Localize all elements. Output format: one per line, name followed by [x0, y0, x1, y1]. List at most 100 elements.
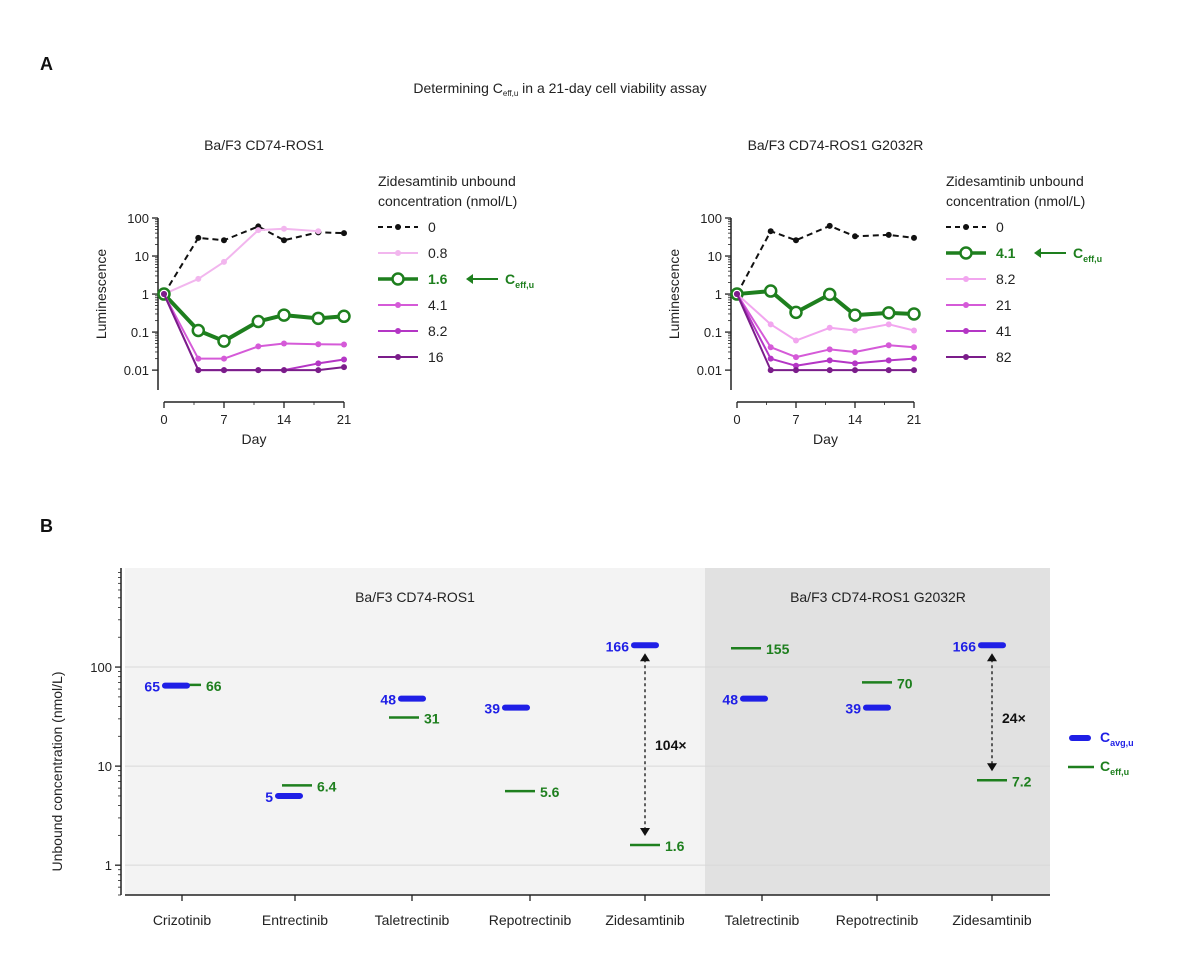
ceff-value: 70 — [897, 675, 913, 691]
data-point — [885, 231, 892, 238]
legend-label: 41 — [996, 323, 1012, 339]
data-point — [281, 225, 287, 232]
legend-label-ceff: Ceff,u — [1100, 758, 1129, 777]
data-point — [911, 327, 917, 334]
data-point — [315, 360, 322, 367]
data-point — [822, 287, 837, 302]
series-line-0 — [163, 225, 345, 295]
fold-arrowhead-up — [987, 653, 997, 662]
legend-label: 0 — [996, 219, 1004, 235]
category-label: Crizotinib — [153, 912, 212, 928]
y-tick-label: 0.01 — [697, 363, 722, 378]
data-point — [767, 321, 774, 328]
x-axis-label: Day — [242, 431, 267, 447]
data-point — [195, 367, 202, 374]
x-tick-label: 0 — [733, 412, 740, 427]
data-point — [789, 305, 803, 320]
data-point — [885, 367, 892, 374]
legend-label: 8.2 — [996, 271, 1016, 287]
data-point — [191, 323, 206, 338]
cavg-value: 166 — [953, 638, 977, 654]
legend-label-cavg: Cavg,u — [1100, 729, 1134, 748]
legend-label: 4.1 — [996, 245, 1016, 261]
legend-label: 1.6 — [428, 271, 448, 287]
group-panel-left — [125, 568, 705, 895]
legend-label: 8.2 — [428, 323, 448, 339]
y-tick-label: 10 — [708, 249, 722, 264]
category-label: Entrectinib — [262, 912, 328, 928]
data-point — [341, 356, 347, 363]
cavg-value: 166 — [606, 638, 630, 654]
chart-title: Ba/F3 CD74-ROS1 — [204, 137, 324, 153]
legend-item-21: 21 — [946, 297, 1012, 313]
data-point — [885, 321, 892, 328]
group-panel-right — [705, 568, 1050, 895]
legend-title: concentration (nmol/L) — [378, 193, 517, 209]
legend-title: Zidesamtinib unbound — [378, 173, 516, 189]
y-tick-label: 100 — [90, 660, 112, 675]
chart-b: Ba/F3 CD74-ROS1 Ba/F3 CD74-ROS1 G2032R 100… — [49, 568, 1134, 928]
legend-label: 21 — [996, 297, 1012, 313]
data-point — [337, 309, 351, 324]
ceff-annotation: Ceff,u — [505, 271, 534, 290]
legend-item-0.8: 0.8 — [378, 245, 448, 261]
legend-item-4.1: 4.1 Ceff,u — [946, 245, 1102, 264]
data-point — [195, 275, 202, 282]
group-label-2: Ba/F3 CD74-ROS1 G2032R — [790, 589, 966, 605]
legend-item-4.1: 4.1 — [378, 297, 448, 313]
x-tick-label: 14 — [277, 412, 291, 427]
category-label: Zidesamtinib — [605, 912, 685, 928]
data-point — [911, 355, 917, 362]
legend-title: Zidesamtinib unbound — [946, 173, 1084, 189]
data-point — [852, 367, 858, 374]
x-tick-label: 14 — [848, 412, 862, 427]
ceff-arrowhead — [466, 274, 473, 284]
data-point — [848, 308, 862, 322]
panel-b-label: B — [40, 516, 53, 536]
y-tick-label: 1 — [142, 287, 149, 302]
category-label: Repotrectinib — [836, 912, 919, 928]
y-tick-label: 10 — [135, 249, 149, 264]
data-point — [195, 355, 202, 362]
chart-title: Ba/F3 CD74-ROS1 G2032R — [748, 137, 924, 153]
x-axis-label: Day — [813, 431, 838, 447]
cavg-value: 48 — [380, 692, 396, 708]
legend-item-41: 41 — [946, 323, 1012, 339]
chart-a1: Ba/F3 CD74-ROS1 100 10 1 0.1 0.01 0 7 14 21 Day Lum… — [93, 137, 534, 447]
data-point — [767, 344, 774, 351]
legend-label: 0.8 — [428, 245, 448, 261]
y-tick-label: 0.1 — [131, 325, 149, 340]
y-tick-label: 100 — [700, 211, 722, 226]
y-tick-label: 0.1 — [704, 325, 722, 340]
x-tick-label: 7 — [792, 412, 799, 427]
data-point — [255, 227, 262, 234]
data-point — [767, 355, 774, 362]
data-point — [911, 367, 917, 374]
data-point — [907, 307, 921, 321]
data-point — [281, 367, 287, 374]
data-point — [852, 360, 858, 367]
legend-marker — [395, 250, 401, 256]
ceff-arrowhead — [1034, 248, 1041, 258]
data-point — [341, 341, 347, 348]
data-point — [341, 364, 347, 371]
data-point — [281, 340, 287, 347]
y-axis-label: Unbound concentration (nmol/L) — [49, 671, 65, 871]
data-point — [221, 237, 227, 244]
legend-marker — [391, 272, 405, 286]
legend-item-8.2: 8.2 — [378, 323, 448, 339]
data-point — [826, 346, 833, 353]
data-point — [767, 367, 774, 374]
data-point — [311, 311, 326, 326]
data-point — [911, 234, 917, 241]
data-point — [885, 342, 892, 349]
ceff-value: 5.6 — [540, 784, 560, 800]
legend-item-1.6: 1.6 Ceff,u — [378, 271, 534, 290]
legend-marker — [963, 276, 969, 282]
legend-label: 4.1 — [428, 297, 448, 313]
data-point — [221, 258, 227, 265]
y-axis-label: Luminescence — [93, 249, 109, 339]
y-tick-label: 10 — [98, 759, 112, 774]
legend-marker — [963, 302, 969, 308]
data-point — [734, 291, 740, 298]
